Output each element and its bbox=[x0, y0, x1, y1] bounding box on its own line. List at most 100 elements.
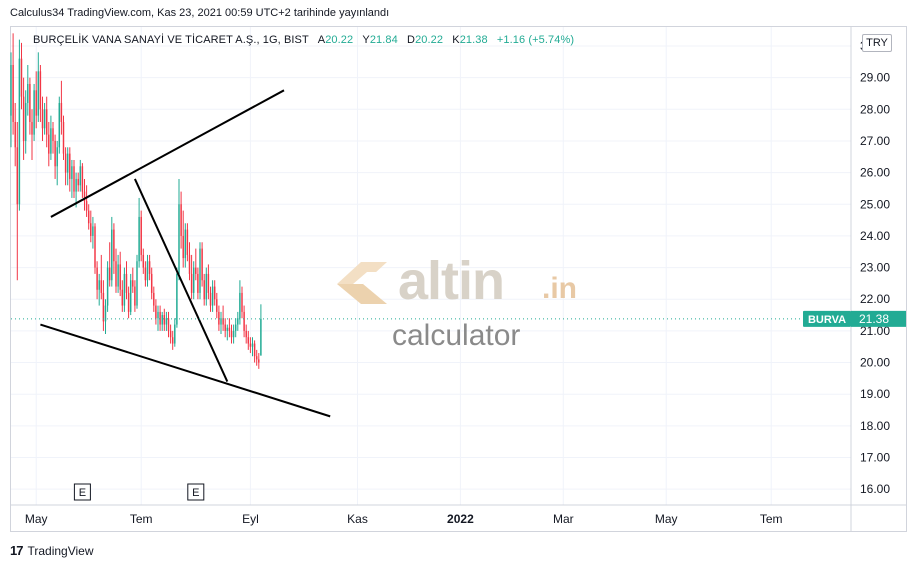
y-tick-label: 23.00 bbox=[860, 261, 890, 275]
candle-body bbox=[186, 229, 189, 255]
close-value: 21.38 bbox=[459, 34, 488, 46]
watermark-brand: altin bbox=[398, 251, 505, 311]
candle-body bbox=[71, 166, 73, 179]
x-tick-label: Tem bbox=[760, 512, 783, 526]
candle-body bbox=[123, 273, 126, 306]
candle-body bbox=[192, 267, 195, 293]
y-tick-label: 17.00 bbox=[860, 451, 890, 465]
candle-body bbox=[258, 359, 260, 363]
low-label: D bbox=[407, 34, 416, 46]
y-tick-label: 29.00 bbox=[860, 71, 890, 85]
candle-body bbox=[232, 330, 235, 338]
candle-body bbox=[39, 71, 42, 110]
y-tick-label: 26.00 bbox=[860, 166, 890, 180]
candle-body bbox=[213, 286, 216, 300]
candle-body bbox=[69, 153, 71, 179]
footer-brand: 17 TradingView bbox=[10, 543, 94, 558]
earnings-marker[interactable] bbox=[73, 483, 91, 501]
candle-body bbox=[199, 248, 201, 293]
candle-body bbox=[138, 216, 140, 262]
candle-body bbox=[94, 226, 96, 268]
chart-frame bbox=[10, 26, 907, 532]
ticker-tag-label: BURVA bbox=[808, 314, 846, 326]
candle-body bbox=[113, 229, 115, 262]
candle-body bbox=[239, 292, 241, 319]
candle-body bbox=[115, 261, 117, 287]
candle-body bbox=[190, 273, 193, 293]
candle-body bbox=[159, 311, 161, 325]
candle-body bbox=[203, 280, 205, 300]
high-label: Y bbox=[362, 34, 370, 46]
candle-body bbox=[174, 324, 176, 344]
candle-body bbox=[180, 204, 182, 236]
trendline-1[interactable] bbox=[50, 89, 285, 218]
currency-button[interactable]: TRY bbox=[862, 34, 892, 52]
candle-body bbox=[81, 166, 84, 192]
candle-body bbox=[247, 337, 250, 344]
candle-body bbox=[153, 292, 155, 306]
candle-body bbox=[178, 204, 180, 274]
candle-body bbox=[157, 311, 159, 319]
candle-body bbox=[220, 318, 222, 325]
candle-body bbox=[234, 324, 237, 331]
y-tick-label: 27.00 bbox=[860, 134, 890, 148]
candle-body bbox=[117, 264, 119, 287]
candle-body bbox=[111, 229, 113, 281]
tradingview-logo-icon: 17 bbox=[10, 543, 24, 558]
symbol-legend: BURÇELİK VANA SANAYİ VE TİCARET A.Ş., 1G… bbox=[33, 34, 574, 46]
candle-body bbox=[161, 315, 163, 325]
candle-body bbox=[188, 254, 191, 274]
watermark-suffix: .in bbox=[542, 272, 577, 305]
candle-body bbox=[165, 318, 168, 325]
candle-body bbox=[45, 109, 48, 135]
trendline-2[interactable] bbox=[40, 323, 331, 418]
candle-body bbox=[108, 267, 111, 281]
candle-body bbox=[18, 58, 21, 205]
footer-brand-text: TradingView bbox=[27, 543, 94, 558]
candle-body bbox=[29, 83, 31, 122]
candle-body bbox=[121, 289, 124, 306]
candle-body bbox=[148, 261, 151, 274]
watermark-logo-icon bbox=[333, 258, 391, 311]
x-tick-label: 2022 bbox=[447, 512, 474, 526]
candle-body bbox=[102, 292, 105, 322]
candle-body bbox=[52, 128, 54, 141]
candle-body bbox=[12, 64, 14, 122]
candle-body bbox=[35, 90, 37, 116]
symbol-title[interactable]: BURÇELİK VANA SANAYİ VE TİCARET A.Ş., 1G… bbox=[33, 34, 309, 46]
trendline-3[interactable] bbox=[133, 178, 229, 382]
candle-body bbox=[182, 235, 184, 259]
candle-body bbox=[218, 311, 220, 325]
x-tick-label: Tem bbox=[130, 512, 153, 526]
candle-body bbox=[169, 330, 172, 338]
high-value: 21.84 bbox=[369, 34, 398, 46]
candle-body bbox=[224, 324, 226, 331]
earnings-marker-label: E bbox=[192, 487, 199, 499]
candle-body bbox=[150, 273, 153, 293]
candle-body bbox=[207, 273, 210, 293]
earnings-marker-label: E bbox=[79, 487, 86, 499]
x-tick-label: May bbox=[655, 512, 678, 526]
candle-body bbox=[16, 147, 19, 205]
open-value: 20.22 bbox=[325, 34, 354, 46]
candle-body bbox=[253, 343, 256, 357]
open-label: A bbox=[317, 34, 326, 46]
price-tag-label: 21.38 bbox=[859, 312, 889, 326]
x-tick-label: Kas bbox=[347, 512, 368, 526]
candle-body bbox=[77, 178, 79, 186]
candle-body bbox=[79, 166, 82, 186]
candle-body bbox=[241, 292, 243, 312]
low-value: 20.22 bbox=[415, 34, 444, 46]
candle-body bbox=[230, 330, 233, 338]
candle-body bbox=[251, 343, 254, 347]
candle-body bbox=[87, 210, 90, 224]
change-value: +1.16 (+5.74%) bbox=[496, 34, 575, 46]
candle-body bbox=[125, 273, 128, 293]
y-tick-label: 19.00 bbox=[860, 387, 890, 401]
candle-body bbox=[90, 223, 92, 236]
earnings-marker[interactable] bbox=[187, 483, 205, 501]
candle-body bbox=[197, 273, 199, 293]
y-tick-label: 28.00 bbox=[860, 102, 890, 116]
x-tick-label: Mar bbox=[553, 512, 574, 526]
